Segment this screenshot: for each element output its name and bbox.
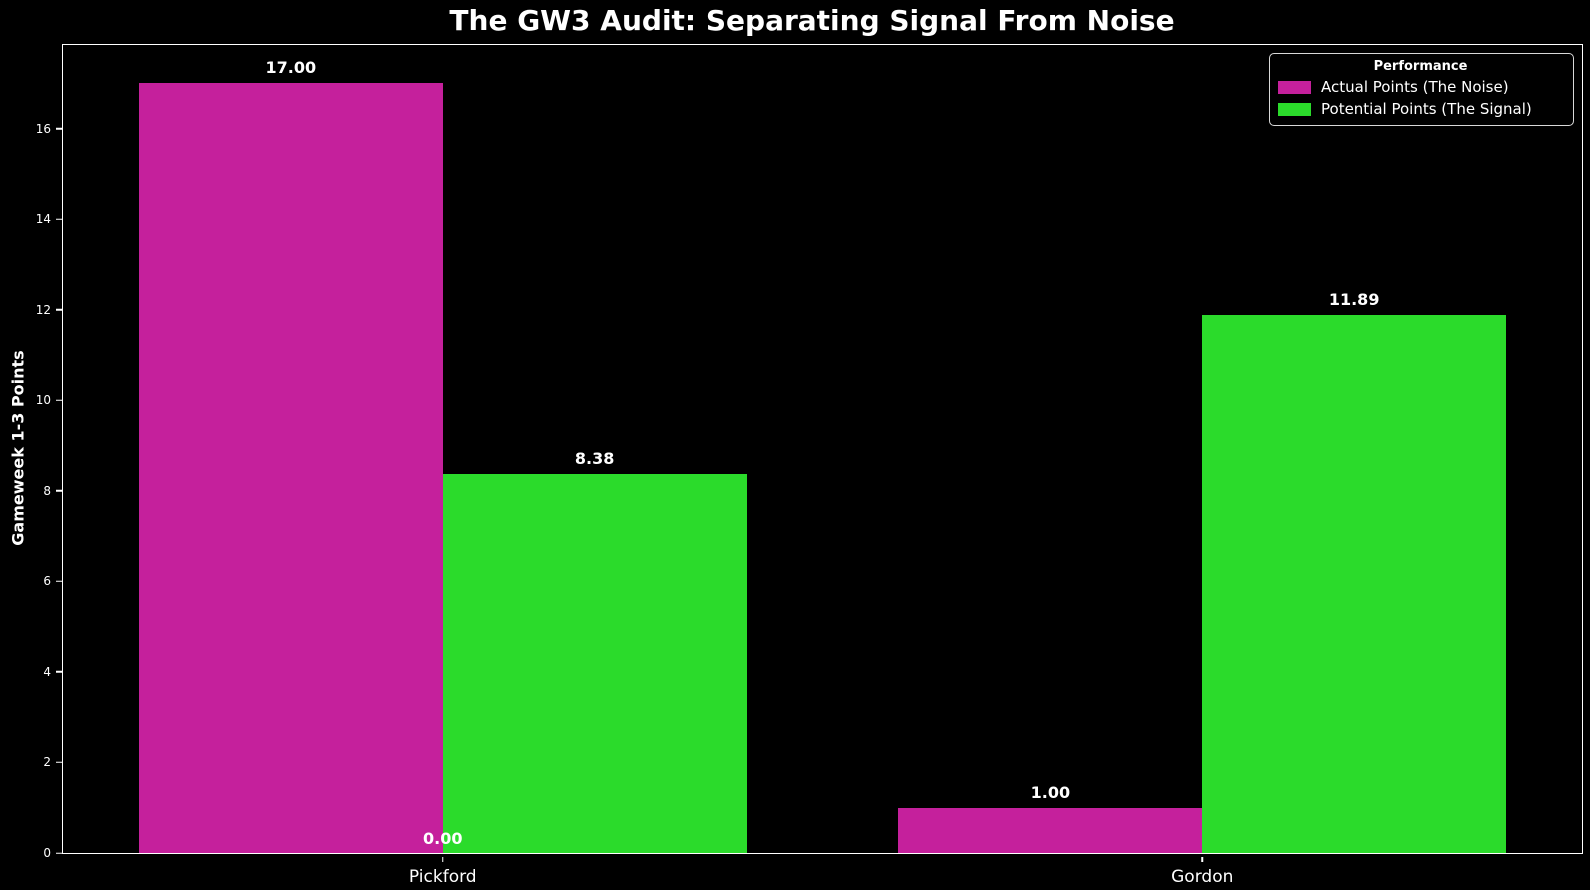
legend-entry-label: Actual Points (The Noise): [1321, 78, 1509, 96]
y-axis-label: Gameweek 1-3 Points: [8, 350, 28, 546]
bar-gordon-actual: [898, 807, 1203, 853]
legend: Performance Actual Points (The Noise) Pot…: [1269, 53, 1574, 126]
bar-value-label: 1.00: [1030, 782, 1071, 802]
y-tick-mark: [55, 490, 62, 492]
y-tick-label: 2: [43, 755, 51, 770]
bar-pickford-actual: [138, 83, 443, 853]
y-tick-label: 8: [43, 483, 51, 498]
y-tick-label: 4: [43, 664, 51, 679]
x-tick-mark: [1201, 856, 1203, 862]
y-tick-label: 14: [35, 212, 51, 227]
legend-entry-label: Potential Points (The Signal): [1321, 100, 1532, 118]
y-tick-mark: [55, 218, 62, 221]
y-tick-mark: [55, 852, 62, 854]
y-tick-mark: [55, 761, 62, 764]
y-tick-label: 0: [43, 846, 51, 860]
chart-title: The GW3 Audit: Separating Signal From No…: [449, 4, 1175, 37]
x-tick-label-gordon: Gordon: [1171, 867, 1234, 887]
annotation-zero-label: 0.00: [423, 829, 463, 848]
y-tick-mark: [55, 671, 62, 673]
y-tick-label: 10: [35, 393, 51, 408]
bar-value-label: 11.89: [1328, 289, 1380, 309]
y-tick-mark: [55, 128, 62, 130]
y-tick-mark: [55, 580, 62, 583]
y-tick-label: 6: [43, 574, 51, 589]
y-tick-label: 16: [35, 121, 51, 136]
bar-gordon-potential: [1202, 314, 1507, 853]
bar-value-label: 8.38: [574, 448, 615, 468]
legend-entry: Actual Points (The Noise): [1278, 78, 1563, 96]
bar-value-label: 17.00: [265, 58, 317, 78]
x-tick-label-pickford: Pickford: [408, 867, 477, 887]
legend-title: Performance: [1373, 59, 1468, 74]
y-tick-label: 12: [35, 302, 51, 317]
y-tick-mark: [55, 399, 62, 402]
x-tick-mark: [442, 856, 444, 862]
legend-entries: Actual Points (The Noise) Potential Point…: [1278, 78, 1563, 118]
legend-swatch-icon: [1278, 80, 1311, 94]
legend-swatch-icon: [1278, 102, 1311, 116]
bar-pickford-potential: [442, 473, 747, 853]
legend-entry: Potential Points (The Signal): [1278, 100, 1563, 118]
y-tick-mark: [55, 309, 62, 311]
axes: Performance Actual Points (The Noise) Pot…: [36, 44, 1583, 887]
